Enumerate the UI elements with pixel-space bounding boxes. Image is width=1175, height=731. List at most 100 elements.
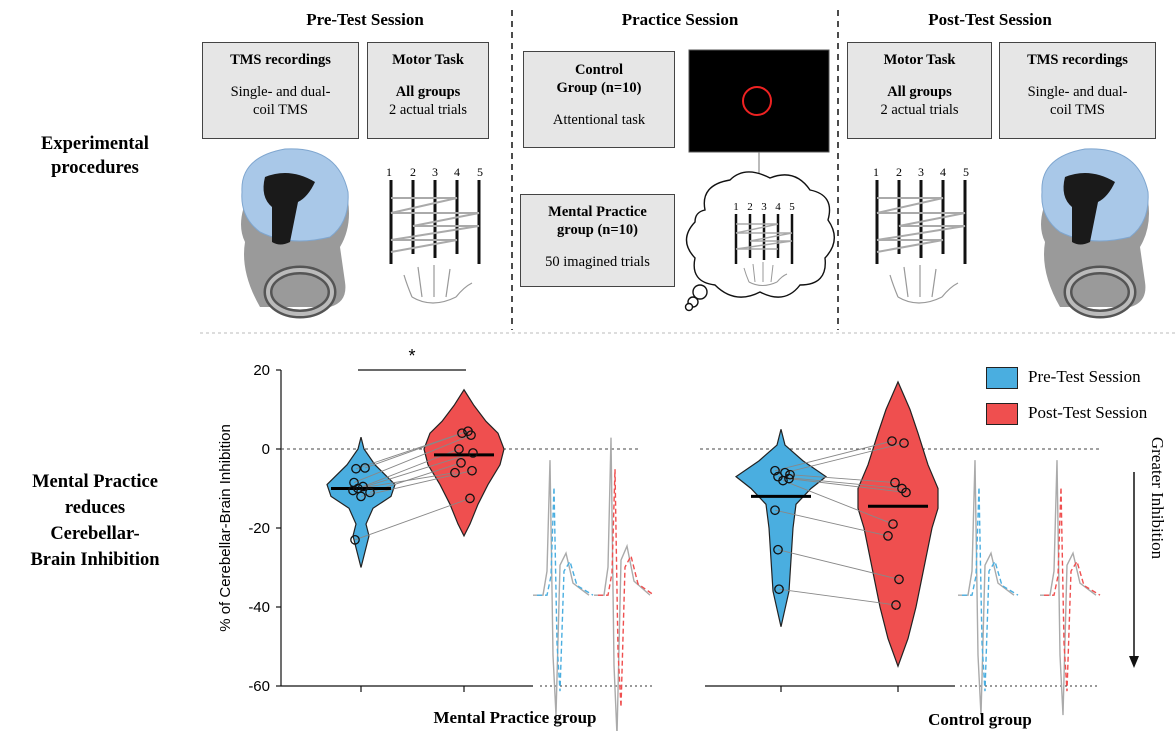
pre-tms-box: TMS recordings Single- and dual- coil TM… (202, 42, 359, 139)
finger-sequence-icon (389, 180, 481, 264)
finger-number: 2 (410, 165, 416, 179)
side-label-line: Experimental (41, 134, 149, 154)
group-label-control: Control group (928, 710, 1032, 729)
data-point-pre (360, 463, 370, 473)
paired-line (354, 497, 471, 541)
paired-line (364, 432, 463, 469)
y-tick-label: -60 (248, 678, 270, 695)
box-line: All groups (395, 84, 461, 100)
data-point-pre (365, 487, 375, 498)
data-point-pre (351, 463, 361, 474)
data-point-post (890, 477, 900, 488)
violin-post (857, 380, 939, 669)
data-point-post (468, 448, 478, 458)
box-line: coil TMS (253, 102, 308, 118)
box-title: Motor Task (392, 52, 464, 68)
box-line: Single- and dual- (1027, 84, 1128, 100)
head-tms-coil-icon (1041, 148, 1149, 319)
box-line: Single- and dual- (230, 84, 331, 100)
red-circle-target (742, 86, 772, 116)
mep-trace-baseline (1040, 460, 1097, 716)
data-point-pre (348, 485, 358, 496)
data-point-post (894, 574, 904, 585)
finger-number: 4 (775, 201, 781, 213)
legend-label-post: Post-Test Session (1028, 403, 1148, 422)
finger-number: 3 (918, 165, 924, 179)
finger-number: 3 (432, 165, 438, 179)
main-finding-label: Mental Practice reduces Cerebellar- Brai… (0, 469, 190, 573)
finger-number: 4 (940, 165, 946, 179)
finger-number: 1 (386, 165, 392, 179)
box-title: group (n=10) (557, 222, 638, 238)
paired-line (774, 509, 889, 537)
finger-number: 2 (896, 165, 902, 179)
y-axis-label: % of Cerebellar-Brain Inhibition (217, 424, 234, 632)
experimental-procedures-label: Experimental procedures (0, 132, 190, 180)
head-tms-coil-icon (241, 148, 349, 319)
y-tick-label: -20 (248, 520, 270, 537)
data-point-post (456, 457, 466, 468)
paired-line (777, 549, 900, 580)
finger-number: 5 (963, 165, 969, 179)
data-point-pre (358, 481, 368, 492)
side-label-line: reduces (64, 498, 126, 518)
mep-trace-conditioned (962, 487, 1019, 692)
box-title: TMS recordings (230, 52, 331, 68)
box-title: Motor Task (883, 52, 956, 68)
finger-number: 1 (873, 165, 879, 179)
pre-motor-box: Motor Task All groups 2 actual trials (367, 42, 489, 139)
y-tick-label: 0 (262, 441, 270, 458)
finger-number: 1 (733, 201, 739, 213)
data-point-post (883, 531, 893, 541)
data-point-post (465, 493, 475, 504)
paired-line (352, 452, 474, 491)
data-point-post (899, 438, 909, 448)
data-point-post (466, 430, 476, 441)
group-label-mental-practice: Mental Practice group (433, 708, 597, 727)
side-label-line: Mental Practice (32, 472, 158, 492)
data-point-pre (784, 473, 794, 484)
box-title: TMS recordings (1027, 52, 1128, 68)
violin-pre (734, 429, 828, 627)
finger-number: 5 (789, 201, 795, 213)
finger-number: 3 (761, 201, 767, 213)
box-title: Mental Practice (548, 204, 647, 220)
box-line: coil TMS (1050, 102, 1105, 118)
violin-post (423, 388, 505, 538)
finger-sequence-icon (875, 180, 967, 264)
paired-line (357, 472, 456, 489)
data-point-post (450, 467, 460, 478)
box-line: 2 actual trials (388, 102, 468, 118)
legend-swatch-post (986, 403, 1018, 425)
side-label-line: Cerebellar- (50, 524, 140, 544)
side-label-line: procedures (51, 158, 139, 178)
paired-line (784, 442, 905, 474)
post-session-title: Post-Test Session (928, 10, 1052, 29)
box-title: Group (n=10) (556, 80, 642, 96)
paired-line (360, 470, 473, 497)
data-point-post (454, 444, 464, 454)
control-group-box: Control Group (n=10) Attentional task (523, 51, 675, 148)
data-point-pre (785, 469, 795, 480)
box-line: All groups (887, 84, 952, 100)
paired-line (774, 440, 893, 472)
red-circle-screen-icon (688, 49, 830, 153)
paired-line (777, 476, 903, 489)
data-point-post (457, 428, 467, 439)
hand-icon (889, 265, 959, 304)
hand-icon (403, 265, 473, 304)
data-point-pre (773, 544, 783, 555)
data-point-post (887, 436, 897, 446)
finger-sequence-icon (734, 214, 794, 264)
pre-session-title: Pre-Test Session (306, 10, 424, 29)
hand-icon (743, 262, 788, 286)
finger-number: 4 (454, 165, 460, 179)
paired-line (782, 480, 894, 525)
data-point-post (891, 600, 901, 610)
legend-label-pre: Pre-Test Session (1028, 367, 1141, 386)
data-point-post (888, 519, 898, 529)
paired-line (789, 474, 896, 484)
data-point-pre (770, 505, 780, 516)
